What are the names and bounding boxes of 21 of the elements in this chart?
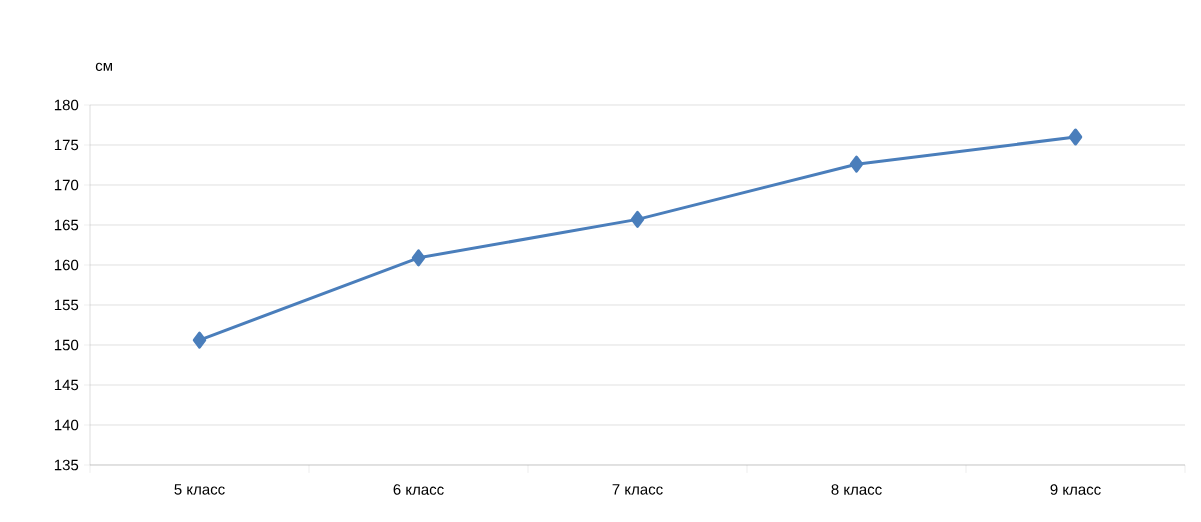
point	[849, 155, 864, 173]
point	[411, 249, 426, 267]
y-tick-label: 160	[54, 259, 79, 271]
y-tick-label: 150	[54, 339, 79, 351]
point	[1068, 128, 1083, 146]
y-tick-label: 175	[54, 139, 79, 151]
x-tick-label: 6 класс	[393, 484, 444, 495]
point	[630, 210, 645, 228]
point	[192, 331, 207, 349]
y-tick-label: 155	[54, 299, 79, 311]
y-tick-label: 145	[54, 379, 79, 391]
x-tick-label: 8 класс	[831, 484, 882, 495]
x-tick-label: 5 класс	[174, 484, 225, 495]
y-tick-label: 165	[54, 219, 79, 231]
x-tick-label: 7 класс	[612, 484, 663, 495]
x-tick-label: 9 класс	[1050, 484, 1101, 495]
y-axis-title: см	[95, 62, 112, 71]
y-tick-label: 140	[54, 419, 79, 431]
y-tick-label: 170	[54, 179, 79, 191]
y-tick-label: 135	[54, 459, 79, 471]
y-tick-label: 180	[54, 99, 79, 111]
